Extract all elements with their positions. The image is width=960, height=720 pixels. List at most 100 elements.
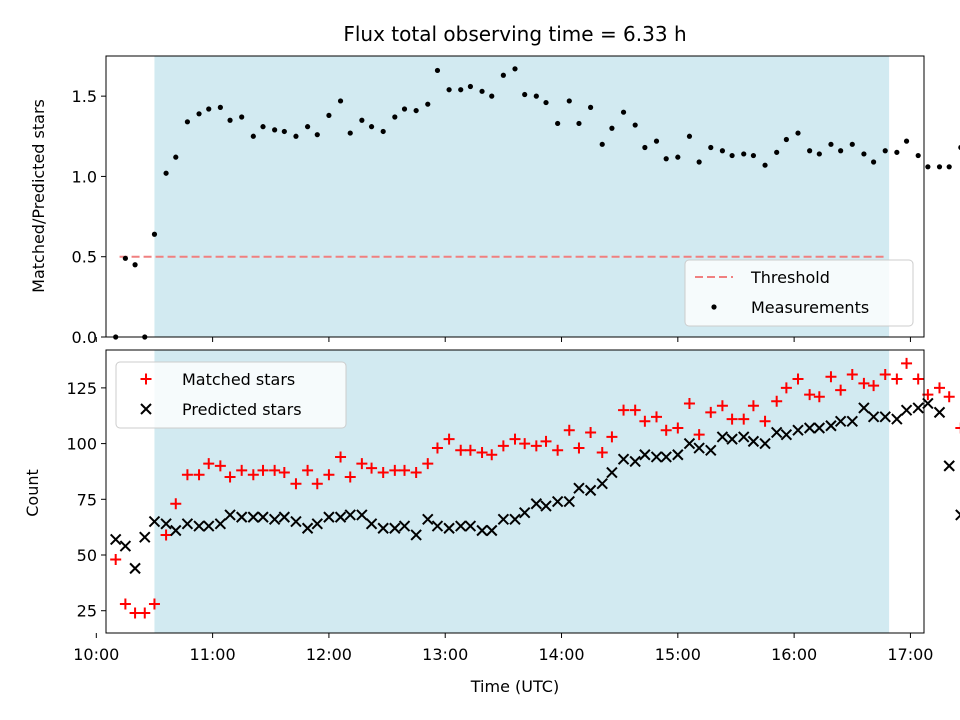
data-point xyxy=(464,520,477,532)
data-point xyxy=(629,455,641,468)
data-point xyxy=(109,533,122,546)
data-point xyxy=(912,402,924,414)
x-tick-label: 17:00 xyxy=(887,645,933,664)
data-point xyxy=(272,127,278,133)
data-point xyxy=(148,515,161,528)
data-point xyxy=(716,431,729,443)
data-point xyxy=(464,444,476,456)
data-point xyxy=(278,467,290,479)
data-point xyxy=(268,513,281,526)
data-point xyxy=(747,400,759,412)
data-point xyxy=(955,422,960,434)
top-y-tick-label: 0.0 xyxy=(72,328,97,347)
data-point xyxy=(479,88,485,94)
data-point xyxy=(925,164,931,170)
data-point xyxy=(946,164,952,170)
bottom-y-tick-label: 100 xyxy=(66,435,97,454)
bottom-legend: Matched stars Predicted stars xyxy=(115,361,347,429)
data-point xyxy=(335,451,347,463)
data-point xyxy=(509,513,521,526)
data-point xyxy=(224,509,236,521)
data-point xyxy=(203,458,215,470)
data-point xyxy=(260,124,266,130)
data-point xyxy=(816,151,822,157)
data-point xyxy=(871,159,877,165)
data-point xyxy=(311,518,323,530)
x-tick-label: 16:00 xyxy=(771,645,817,664)
data-point xyxy=(803,422,816,434)
data-point xyxy=(599,141,605,147)
data-point xyxy=(716,400,728,412)
data-point xyxy=(584,484,597,497)
data-point xyxy=(834,415,847,428)
legend-measurements-label: Measurements xyxy=(751,298,869,317)
data-point xyxy=(849,141,855,147)
data-point xyxy=(337,98,344,104)
top-y-tick-label: 1.0 xyxy=(72,167,97,186)
legend-box xyxy=(684,259,914,327)
data-point xyxy=(129,562,141,575)
bottom-y-tick-label: 75 xyxy=(77,490,97,509)
data-point xyxy=(555,120,561,127)
data-point xyxy=(455,444,467,456)
data-point xyxy=(522,91,528,98)
data-point xyxy=(838,148,844,154)
data-point xyxy=(443,522,455,534)
data-point xyxy=(139,531,151,543)
data-point xyxy=(399,464,411,476)
data-point xyxy=(617,453,630,465)
data-point xyxy=(410,529,422,541)
data-point xyxy=(596,447,608,459)
data-point xyxy=(377,522,389,534)
x-tick-label: 14:00 xyxy=(538,645,584,664)
legend-swatch xyxy=(140,403,152,415)
data-point xyxy=(239,114,245,120)
data-point xyxy=(301,522,314,534)
data-point xyxy=(236,464,248,476)
data-point xyxy=(943,391,955,403)
data-point xyxy=(518,506,531,519)
data-point xyxy=(770,426,783,439)
legend-measurements-swatch xyxy=(711,304,717,310)
data-point xyxy=(278,511,291,523)
data-point xyxy=(247,511,260,523)
data-point xyxy=(934,382,946,394)
data-point xyxy=(933,406,946,419)
data-point xyxy=(132,262,138,268)
data-point xyxy=(425,101,431,107)
bottom-series-matched-stars xyxy=(110,357,960,619)
data-point xyxy=(618,404,630,416)
data-point xyxy=(410,467,422,479)
data-point xyxy=(738,413,750,425)
data-point xyxy=(650,451,663,463)
data-point xyxy=(193,469,205,481)
data-point xyxy=(497,440,509,452)
data-point xyxy=(563,424,575,436)
data-point xyxy=(290,515,302,528)
data-point xyxy=(804,389,816,401)
data-point xyxy=(455,520,467,532)
data-point xyxy=(828,141,834,147)
data-point xyxy=(642,144,648,151)
data-point xyxy=(587,104,594,110)
data-point xyxy=(835,384,847,396)
data-point xyxy=(344,509,356,521)
top-y-tick-label: 1.5 xyxy=(72,87,97,106)
data-point xyxy=(163,170,169,176)
data-point xyxy=(214,460,226,472)
data-point xyxy=(203,520,215,532)
data-point xyxy=(900,404,913,416)
data-point xyxy=(566,98,572,104)
data-point xyxy=(653,138,660,144)
data-point xyxy=(160,529,172,541)
legend-swatch xyxy=(140,373,152,385)
data-point xyxy=(344,471,356,483)
data-point xyxy=(193,520,205,532)
data-point xyxy=(686,133,693,139)
data-point xyxy=(540,435,552,447)
data-point xyxy=(620,109,627,115)
data-point xyxy=(217,104,223,110)
data-point xyxy=(398,520,411,532)
data-point xyxy=(110,553,122,565)
legend-label: Predicted stars xyxy=(182,400,302,419)
